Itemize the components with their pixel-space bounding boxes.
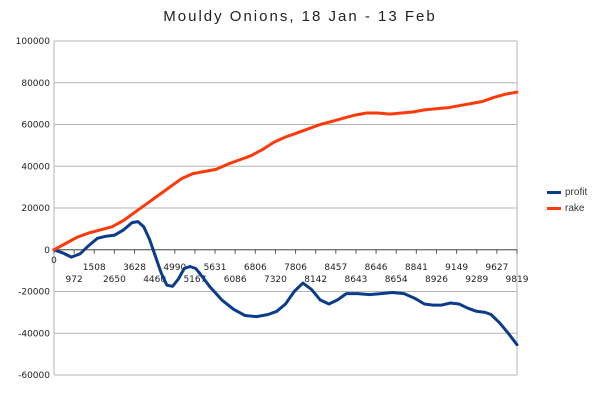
x-tick-label: 6806 bbox=[244, 263, 267, 273]
x-tick-label: 0 bbox=[51, 256, 57, 266]
legend-item-rake: rake bbox=[547, 200, 587, 216]
x-tick-label: 3628 bbox=[123, 263, 146, 273]
x-tick-label: 9627 bbox=[485, 263, 508, 273]
x-tick-label: 1508 bbox=[83, 263, 106, 273]
x-tick-label: 8646 bbox=[365, 263, 388, 273]
y-axis: 100000 80000 60000 40000 20000 0 -20000 -40000 -… bbox=[16, 37, 518, 381]
series-lines bbox=[52, 90, 519, 347]
series-line-profit bbox=[52, 220, 519, 347]
y-tick-label: -40000 bbox=[18, 329, 50, 339]
x-tick-label: 5631 bbox=[204, 263, 227, 273]
legend-label-rake: rake bbox=[565, 202, 585, 214]
x-tick-label: 2650 bbox=[103, 275, 126, 285]
y-tick-label: 60000 bbox=[21, 121, 50, 131]
x-tick-label: 8142 bbox=[304, 275, 327, 285]
x-tick-label: 8841 bbox=[405, 263, 428, 273]
x-tick-label: 972 bbox=[66, 275, 83, 285]
x-tick-label: 9819 bbox=[506, 275, 529, 285]
gridlines bbox=[54, 40, 517, 376]
legend-swatch-rake bbox=[547, 206, 561, 210]
y-tick-label: 80000 bbox=[21, 79, 50, 89]
x-tick-label: 9289 bbox=[465, 275, 488, 285]
x-tick-label: 4990 bbox=[163, 263, 186, 273]
y-tick-label: 40000 bbox=[21, 162, 50, 172]
legend: profit rake bbox=[547, 184, 587, 216]
x-tick-label: 7806 bbox=[284, 263, 307, 273]
legend-item-profit: profit bbox=[547, 184, 587, 200]
x-tick-label: 8643 bbox=[345, 275, 368, 285]
x-tick-label: 7320 bbox=[264, 275, 287, 285]
x-tick-label: 8654 bbox=[385, 275, 408, 285]
x-tick-label: 6086 bbox=[224, 275, 247, 285]
chart-title: Mouldy Onions, 18 Jan - 13 Feb bbox=[163, 8, 437, 25]
x-tick-label: 4460 bbox=[143, 275, 166, 285]
legend-label-profit: profit bbox=[565, 186, 588, 198]
x-tick-label: 9149 bbox=[445, 263, 468, 273]
y-tick-label: 0 bbox=[44, 246, 50, 256]
y-tick-label: 100000 bbox=[16, 37, 51, 47]
legend-swatch-profit bbox=[547, 190, 561, 194]
y-tick-label: 20000 bbox=[21, 204, 50, 214]
series-line-rake bbox=[52, 90, 519, 252]
x-tick-label: 5167 bbox=[183, 275, 206, 285]
y-tick-label: -20000 bbox=[18, 288, 50, 298]
x-tick-label: 8926 bbox=[425, 275, 448, 285]
x-tick-label: 8457 bbox=[324, 263, 347, 273]
y-tick-label: -60000 bbox=[18, 371, 50, 381]
